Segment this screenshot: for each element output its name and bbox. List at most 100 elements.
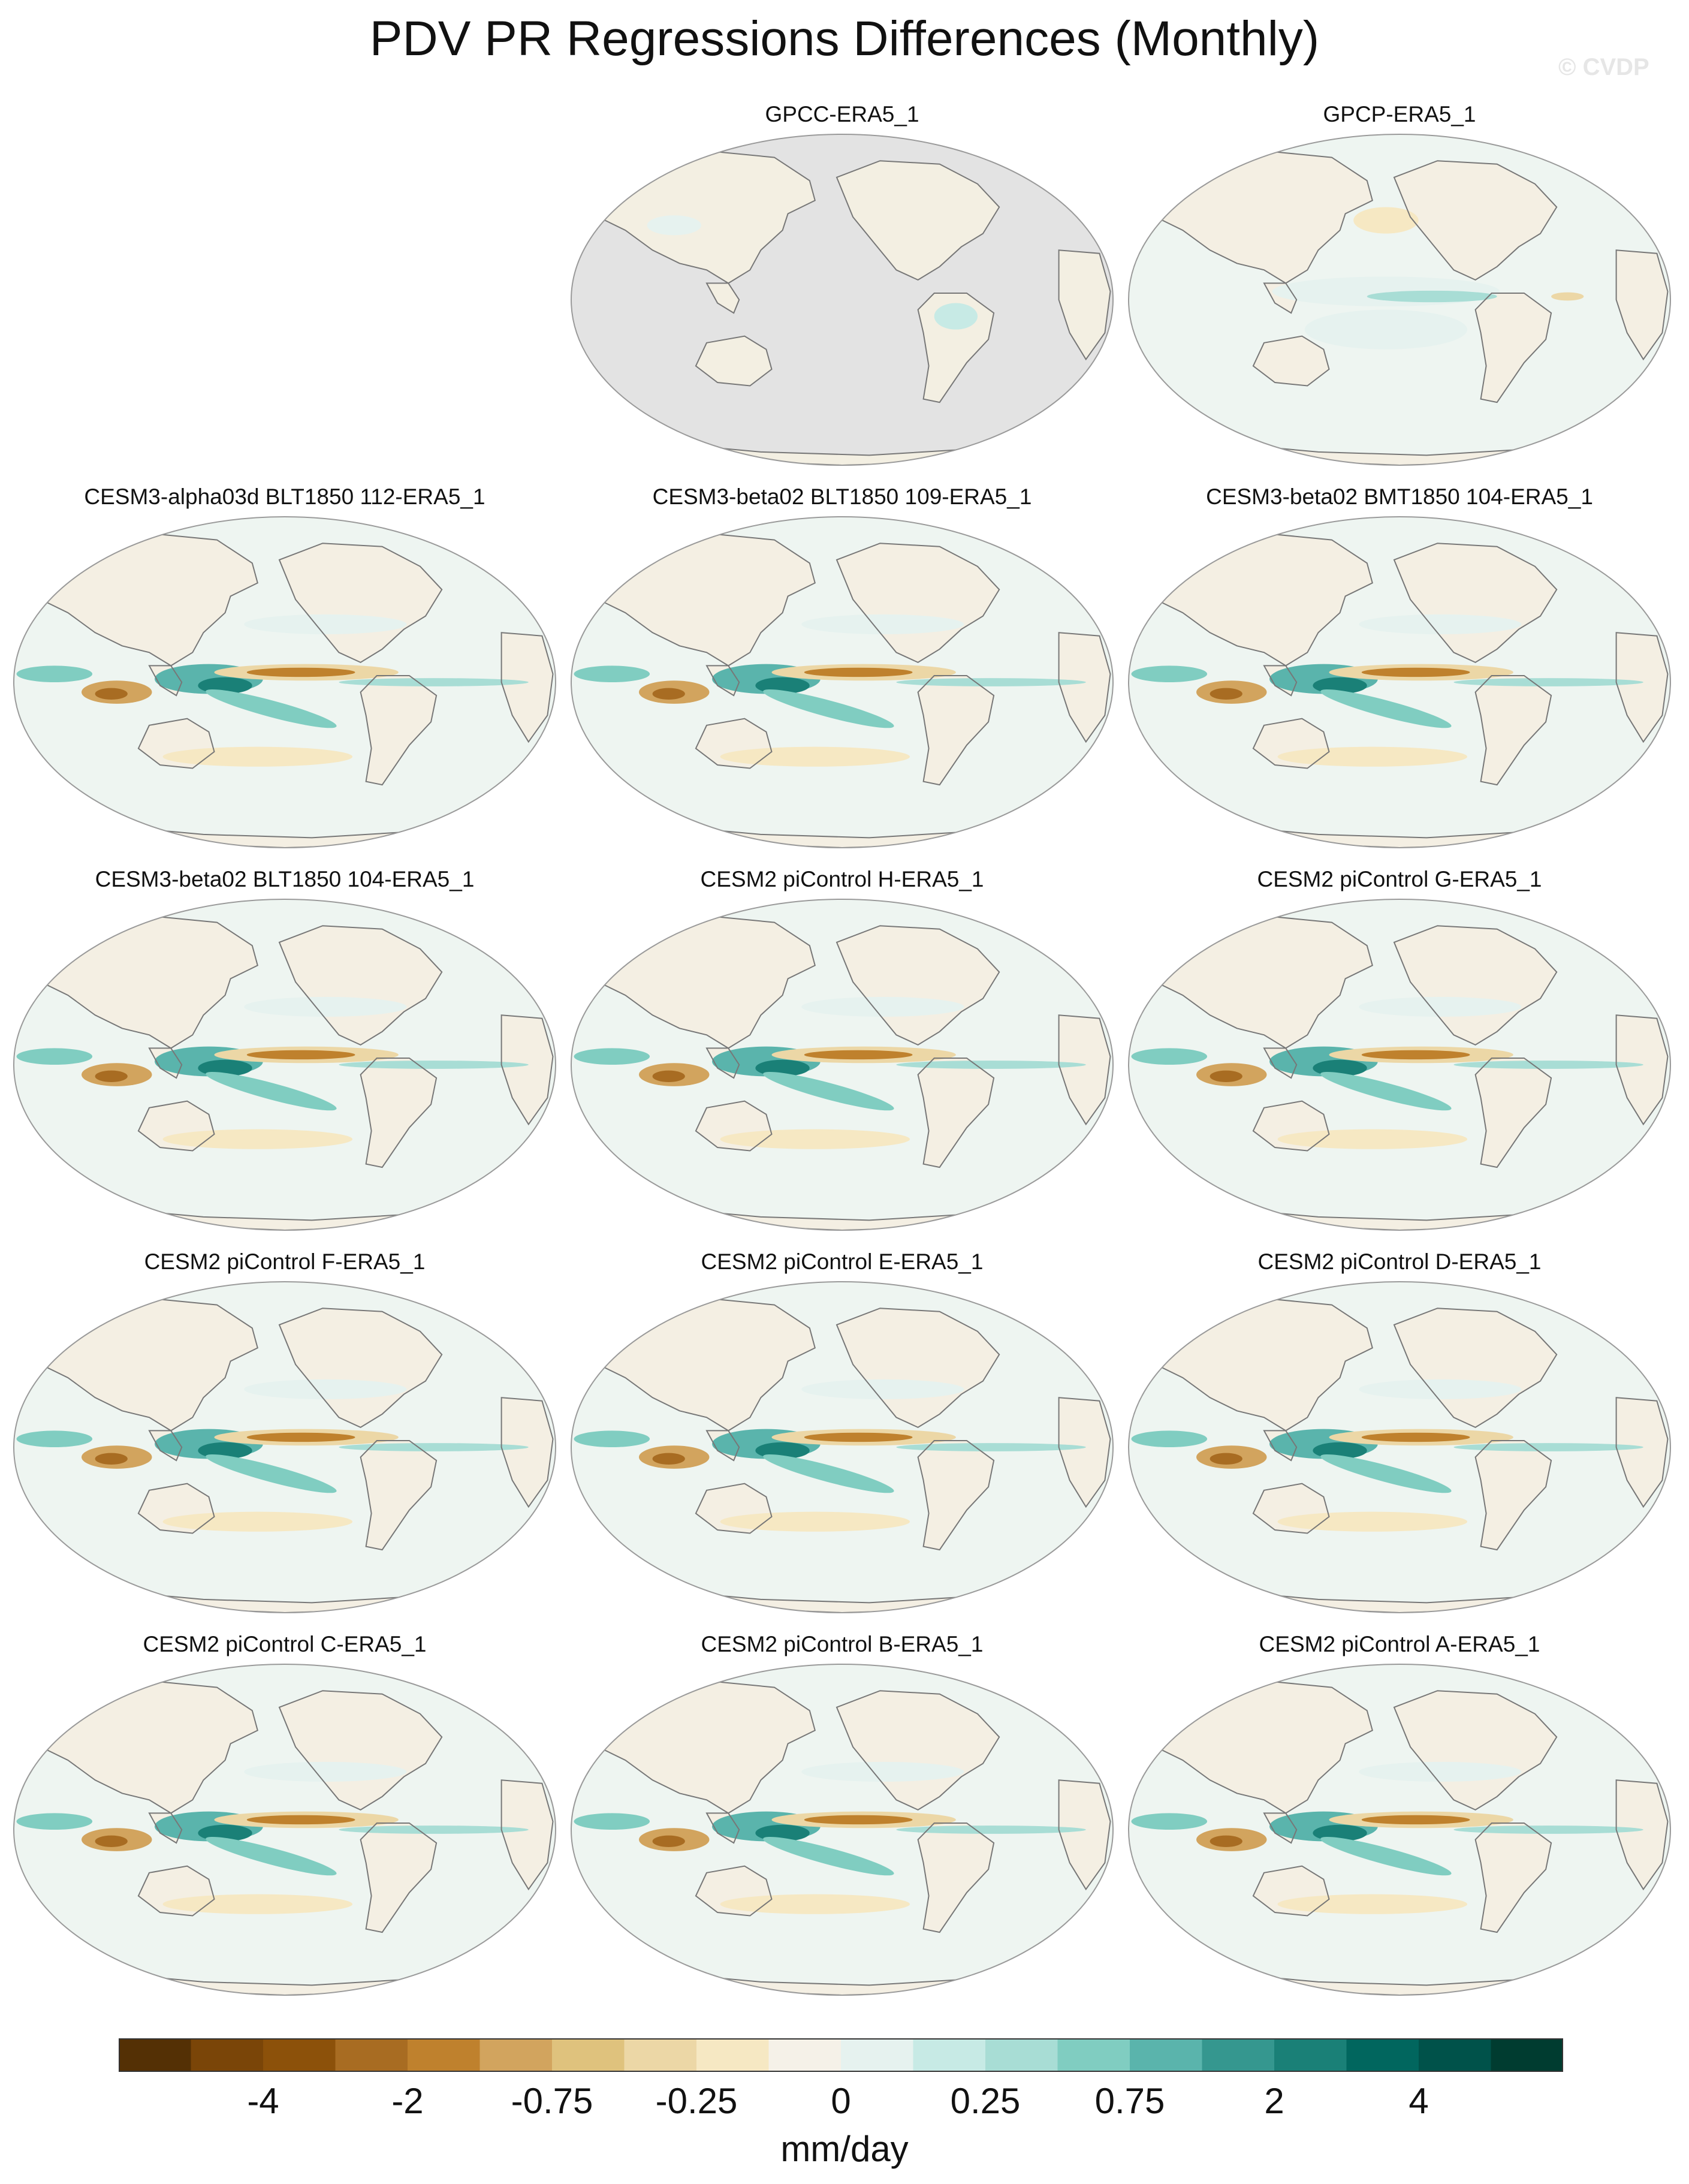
- coastline-eurasia: [1141, 915, 1373, 1049]
- dry-anomaly-core: [1361, 1815, 1470, 1825]
- map-field: [1129, 1664, 1670, 1995]
- panel-title: CESM2 piControl G-ERA5_1: [1257, 867, 1542, 891]
- map-field: [1129, 517, 1670, 848]
- dry-anomaly-patch: [162, 1129, 352, 1149]
- map: [13, 899, 556, 1231]
- coastline-namerica: [278, 1690, 443, 1811]
- wet-anomaly-band: [763, 689, 894, 728]
- map-field: [14, 1664, 556, 1995]
- land-namerica: [837, 1308, 1000, 1427]
- land-namerica: [1394, 1691, 1557, 1810]
- land-namerica: [1394, 543, 1557, 662]
- land-africa: [501, 1780, 553, 1890]
- coastline-eurasia: [584, 915, 816, 1049]
- wet-anomaly-band: [1272, 276, 1500, 307]
- map: [1128, 516, 1671, 848]
- wet-anomaly-band: [16, 1813, 93, 1830]
- coastline-samerica: [917, 675, 995, 786]
- coastline-africa: [500, 632, 554, 743]
- panel-title: CESM3-alpha03d BLT1850 112-ERA5_1: [84, 484, 485, 509]
- map-panel: CESM2 piControl F-ERA5_1: [12, 1249, 557, 1613]
- colorbar-units: mm/day: [780, 2129, 909, 2169]
- wet-anomaly-band: [339, 678, 529, 686]
- map-panel: GPCP-ERA5_1: [1127, 102, 1672, 466]
- wet-anomaly-band: [1367, 290, 1497, 303]
- colorbar: [119, 2038, 1563, 2072]
- map-field: [571, 134, 1113, 465]
- dry-anomaly-core: [95, 1835, 128, 1847]
- coastline-samerica: [1474, 675, 1552, 786]
- panel-title: CESM3-beta02 BLT1850 109-ERA5_1: [652, 484, 1032, 509]
- map: [1128, 899, 1671, 1231]
- dry-anomaly-core: [1210, 1835, 1242, 1847]
- dry-anomaly-patch: [1353, 207, 1419, 234]
- map-border: [1128, 1664, 1671, 1996]
- colorbar-tick-label: -0.25: [655, 2081, 738, 2121]
- coastline-eurasia: [1141, 532, 1373, 667]
- wet-anomaly-patch: [1359, 614, 1522, 634]
- wet-anomaly-band: [896, 1443, 1086, 1451]
- colorbar-swatch: [1130, 2038, 1202, 2072]
- map-border: [1128, 516, 1671, 848]
- coastline-indochina: [1263, 1812, 1298, 1844]
- map-field: [571, 1282, 1113, 1613]
- coastline-samerica: [360, 1822, 438, 1933]
- coastline-namerica: [1393, 160, 1558, 281]
- dry-anomaly-patch: [720, 1894, 910, 1914]
- land-africa: [1058, 1015, 1111, 1125]
- coastline-samerica: [1474, 1822, 1552, 1933]
- colorbar-swatch: [1057, 2038, 1130, 2072]
- land-namerica: [279, 926, 442, 1045]
- colorbar-tick-label: -0.75: [511, 2081, 593, 2121]
- map: [1128, 134, 1671, 466]
- map: [13, 516, 556, 848]
- colorbar-swatch: [1274, 2038, 1347, 2072]
- dry-anomaly-patch: [162, 1511, 352, 1532]
- land-samerica: [1475, 1058, 1552, 1168]
- wet-anomaly-band: [763, 1837, 894, 1876]
- wet-anomaly-band: [206, 1072, 337, 1111]
- coastline-australia: [137, 718, 215, 769]
- map: [1128, 1664, 1671, 1996]
- map: [571, 1664, 1114, 1996]
- map-border: [1128, 899, 1671, 1231]
- coastline-australia: [695, 335, 773, 387]
- dry-anomaly-core: [652, 688, 685, 700]
- map-border: [1128, 1281, 1671, 1613]
- land-samerica: [1475, 1823, 1552, 1933]
- panel-title: CESM2 piControl B-ERA5_1: [701, 1632, 984, 1656]
- colorbar-swatch: [479, 2038, 553, 2072]
- coastline-africa: [1058, 249, 1111, 361]
- colorbar-swatch: [1202, 2038, 1275, 2072]
- map-panel: CESM3-alpha03d BLT1850 112-ERA5_1: [12, 484, 557, 848]
- land-africa: [1616, 1780, 1668, 1890]
- wet-anomaly-band: [1320, 1454, 1452, 1493]
- dry-anomaly-core: [1210, 688, 1242, 700]
- colorbar-swatch: [624, 2038, 697, 2072]
- coastline-eurasia: [26, 532, 258, 667]
- land-australia: [1253, 336, 1329, 386]
- dry-anomaly-patch: [1277, 1511, 1467, 1532]
- map: [571, 516, 1114, 848]
- coastline-africa: [1615, 249, 1669, 361]
- coastline-indochina: [705, 1047, 740, 1079]
- dry-anomaly-patch: [720, 746, 910, 767]
- colorbar-tick-label: 2: [1264, 2081, 1284, 2121]
- coastline-australia: [695, 1100, 773, 1152]
- wet-anomaly-band: [1131, 1813, 1208, 1830]
- panel-title: CESM2 piControl H-ERA5_1: [700, 867, 984, 891]
- land-samerica: [360, 676, 437, 785]
- colorbar-tick-label: -2: [391, 2081, 424, 2121]
- coastline-namerica: [278, 1308, 443, 1429]
- dry-anomaly-core: [246, 1815, 355, 1825]
- coastline-eurasia: [26, 915, 258, 1049]
- land-samerica: [1475, 676, 1552, 785]
- coastline-eurasia: [26, 1297, 258, 1432]
- wet-anomaly-band: [1320, 1072, 1452, 1111]
- land-australia: [695, 336, 772, 386]
- land-africa: [501, 1397, 553, 1507]
- land-africa: [1058, 250, 1111, 360]
- land-namerica: [279, 1308, 442, 1427]
- coastline-africa: [1615, 1397, 1669, 1508]
- colorbar-swatch: [552, 2038, 625, 2072]
